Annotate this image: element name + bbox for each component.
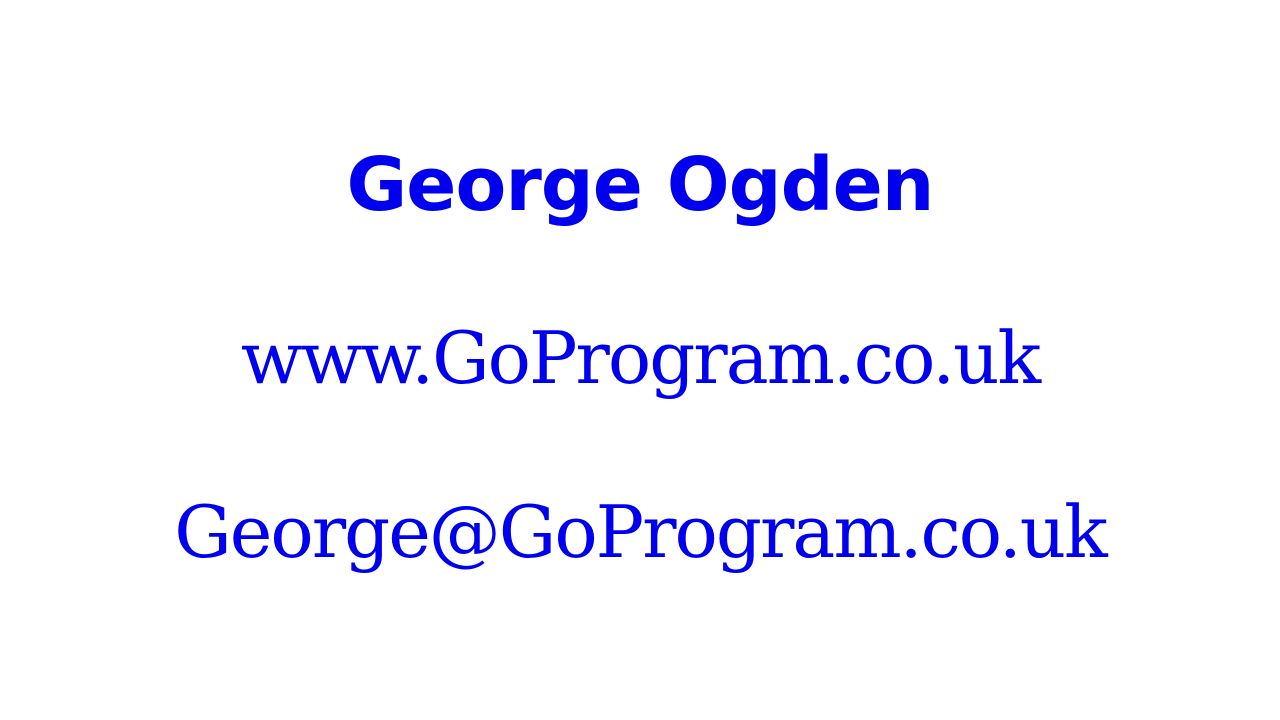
author-name: George Ogden bbox=[346, 142, 935, 228]
email-text: George@GoProgram.co.uk bbox=[174, 490, 1108, 574]
website-text: www.GoProgram.co.uk bbox=[240, 316, 1041, 400]
